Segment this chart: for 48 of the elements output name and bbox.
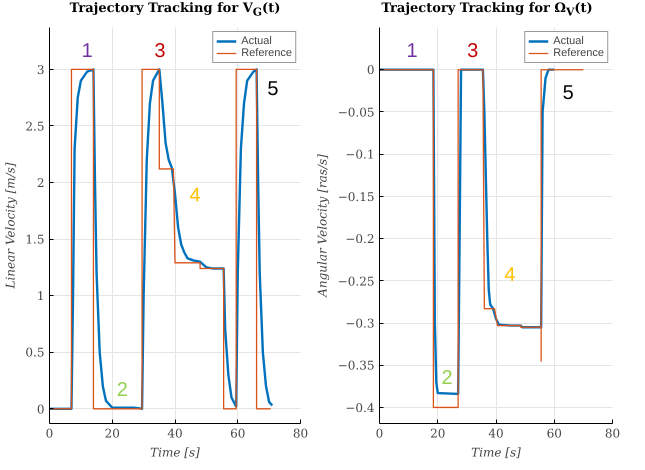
annotation: 4	[504, 264, 516, 286]
annotation: 4	[190, 184, 201, 207]
y-tick-label: 3	[36, 62, 45, 77]
annotation: 5	[267, 78, 278, 100]
y-tick-label: −0.05	[338, 105, 375, 120]
x-tick-label: 60	[546, 426, 562, 440]
legend-label: Actual	[241, 35, 272, 47]
annotation: 1	[406, 40, 418, 62]
x-tick-label: 80	[292, 426, 308, 440]
y-axis-title: Linear Velocity [m/s]	[3, 162, 18, 290]
x-tick-label: 0	[376, 426, 384, 440]
y-tick-label: −0.35	[338, 358, 375, 373]
annotation: 2	[442, 366, 453, 389]
y-tick-label: −0.3	[345, 316, 374, 331]
y-axis-title: Angular Velocity [ras/s]	[316, 154, 330, 298]
x-tick-label: 40	[488, 426, 504, 440]
x-tick-label: 80	[604, 426, 620, 440]
chart-title: Trajectory Tracking for Ω$_{V}$(t)	[381, 1, 593, 19]
chart-title: Trajectory Tracking for V$_{G}$(t)	[70, 1, 280, 19]
x-tick-label: 60	[230, 426, 246, 440]
y-tick-label: 0	[366, 63, 375, 78]
y-tick-label: 2	[36, 176, 45, 190]
y-tick-label: 1.5	[25, 232, 45, 247]
annotation: 1	[82, 40, 93, 62]
y-tick-label: −0.15	[338, 190, 375, 204]
annotation: 3	[154, 40, 166, 62]
y-tick-label: −0.4	[345, 400, 375, 415]
y-tick-label: 2.5	[25, 119, 45, 134]
annotation: 2	[116, 378, 128, 401]
legend-label: Actual	[553, 35, 584, 47]
y-tick-label: −0.25	[338, 274, 375, 288]
line-series	[380, 68, 556, 396]
x-tick-label: 20	[104, 426, 120, 440]
y-tick-label: 0	[36, 402, 45, 416]
x-tick-label: 40	[167, 426, 183, 440]
x-axis-title: Time [s]	[471, 446, 522, 460]
legend-label: Reference	[241, 47, 292, 59]
y-tick-label: 0.5	[25, 346, 45, 360]
annotation: 3	[467, 40, 478, 62]
annotation: 5	[562, 82, 574, 104]
line-series	[380, 69, 584, 408]
x-tick-label: 0	[46, 426, 54, 440]
y-tick-label: 1	[36, 289, 45, 304]
x-axis-title: Time [s]	[150, 446, 200, 460]
y-tick-label: −0.1	[345, 148, 374, 162]
x-tick-label: 20	[430, 426, 446, 440]
y-tick-label: −0.2	[345, 232, 374, 246]
legend-label: Reference	[553, 47, 604, 59]
